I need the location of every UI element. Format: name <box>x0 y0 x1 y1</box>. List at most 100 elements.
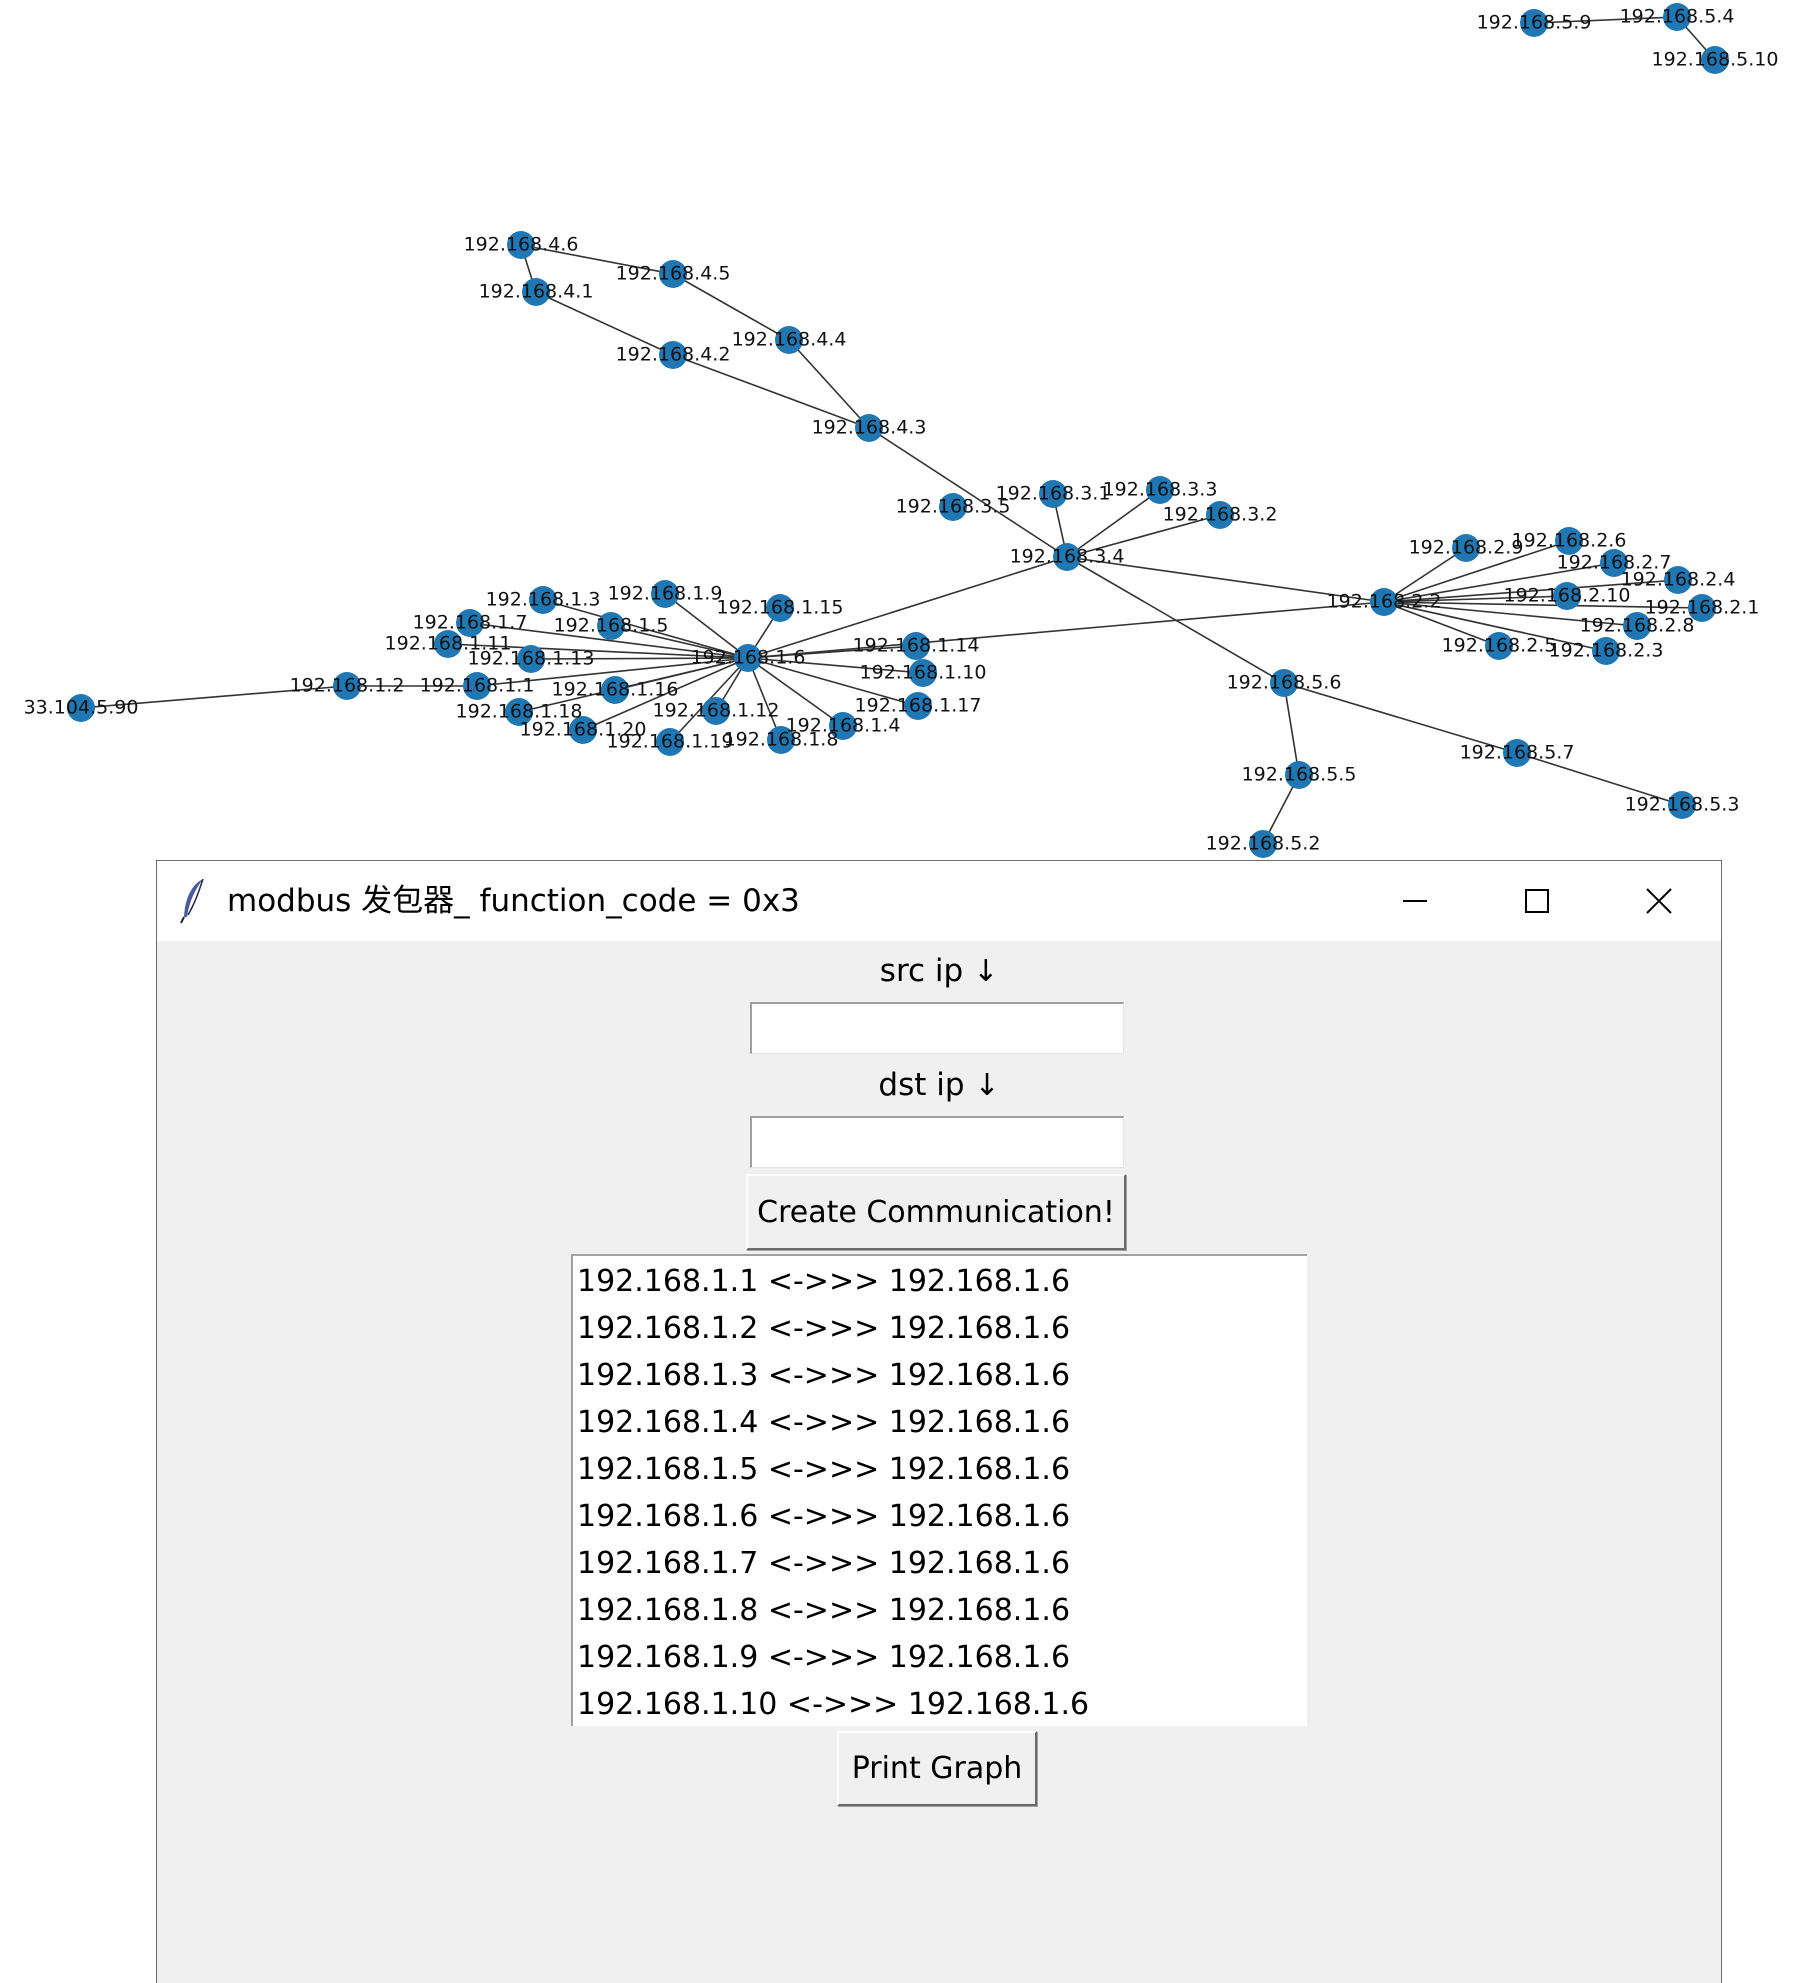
graph-node <box>569 716 597 744</box>
maximize-button[interactable] <box>1476 861 1598 941</box>
list-item[interactable]: 192.168.1.5 <->>> 192.168.1.6 <box>577 1452 1071 1487</box>
graph-node <box>529 586 557 614</box>
graph-node-label: 192.168.2.4 <box>1621 569 1736 591</box>
graph-node <box>1592 637 1620 665</box>
graph-node-label: 192.168.1.3 <box>486 589 601 611</box>
graph-node <box>434 630 462 658</box>
dst-ip-label: dst ip ↓ <box>157 1067 1721 1103</box>
graph-edge <box>1383 601 1703 609</box>
list-item[interactable]: 192.168.1.7 <->>> 192.168.1.6 <box>577 1546 1071 1581</box>
print-graph-button[interactable]: Print Graph <box>837 1731 1037 1806</box>
graph-edge <box>535 291 674 356</box>
graph-node <box>1668 791 1696 819</box>
graph-node <box>775 326 803 354</box>
graph-node <box>1485 632 1513 660</box>
title-bar[interactable]: modbus 发包器_ function_code = 0x3 <box>157 861 1721 941</box>
graph-node <box>702 697 730 725</box>
feather-icon <box>180 878 204 924</box>
close-button[interactable] <box>1598 861 1720 941</box>
graph-edge <box>469 622 749 659</box>
graph-edge <box>1383 547 1467 603</box>
src-ip-input[interactable] <box>750 1002 1124 1054</box>
graph-node-label: 192.168.3.1 <box>996 483 1111 505</box>
graph-node <box>1663 3 1691 31</box>
create-communication-button[interactable]: Create Communication! <box>746 1174 1126 1250</box>
graph-nodes: 192.168.5.9 192.168.5.4 192.168.5.10 192.16… <box>24 3 1778 858</box>
graph-node-label: 192.168.5.2 <box>1206 833 1321 855</box>
list-item[interactable]: 192.168.1.1 <->>> 192.168.1.6 <box>577 1264 1071 1299</box>
graph-node <box>829 712 857 740</box>
graph-node-label: 192.168.1.13 <box>468 648 595 670</box>
graph-node <box>1270 669 1298 697</box>
graph-node <box>1249 830 1277 858</box>
minimize-button[interactable] <box>1354 861 1476 941</box>
graph-node-label: 192.168.5.3 <box>1625 794 1740 816</box>
graph-edge <box>447 643 749 659</box>
list-item[interactable]: 192.168.1.10 <->>> 192.168.1.6 <box>577 1687 1090 1722</box>
graph-edge <box>1383 540 1570 603</box>
graph-edge <box>476 657 749 687</box>
graph-node <box>1623 612 1651 640</box>
graph-edge <box>672 273 790 341</box>
graph-node-label: 192.168.1.7 <box>413 612 528 634</box>
graph-node-label: 192.168.1.10 <box>860 662 987 684</box>
dst-ip-input[interactable] <box>750 1116 1124 1168</box>
graph-edge <box>747 645 917 659</box>
graph-node <box>651 580 679 608</box>
graph-edge <box>1283 682 1518 754</box>
graph-edge <box>664 593 749 659</box>
graph-edge <box>868 427 1068 558</box>
graph-node <box>1285 761 1313 789</box>
graph-node-label: 192.168.1.9 <box>608 583 723 605</box>
graph-node-label: 192.168.4.4 <box>732 329 847 351</box>
graph-node <box>463 672 491 700</box>
graph-node-label: 192.168.1.8 <box>724 729 839 751</box>
graph-node-label: 192.168.3.5 <box>896 496 1011 518</box>
graph-edge <box>747 601 1385 659</box>
graph-node <box>659 341 687 369</box>
graph-node <box>507 231 535 259</box>
graph-node <box>1555 527 1583 555</box>
graph-node-label: 192.168.4.3 <box>812 417 927 439</box>
dst-ip-label-text: dst ip <box>878 1067 965 1103</box>
graph-node-label: 192.168.1.15 <box>717 597 844 619</box>
list-item[interactable]: 192.168.1.8 <->>> 192.168.1.6 <box>577 1593 1071 1628</box>
graph-node <box>597 612 625 640</box>
graph-node <box>939 493 967 521</box>
graph-node-label: 192.168.2.5 <box>1442 635 1557 657</box>
graph-node-label: 192.168.5.5 <box>1242 764 1357 786</box>
graph-node <box>333 672 361 700</box>
list-item[interactable]: 192.168.1.2 <->>> 192.168.1.6 <box>577 1311 1071 1346</box>
graph-node-label: 192.168.3.2 <box>1163 504 1278 526</box>
list-item[interactable]: 192.168.1.4 <->>> 192.168.1.6 <box>577 1405 1071 1440</box>
graph-node-label: 192.168.1.1 <box>420 675 535 697</box>
graph-node-label: 192.168.3.4 <box>1010 546 1125 568</box>
graph-edge <box>1383 601 1607 652</box>
graph-node <box>67 694 95 722</box>
network-graph: 192.168.5.9 192.168.5.4 192.168.5.10 192.16… <box>24 3 1778 858</box>
graph-node-label: 192.168.1.14 <box>853 635 980 657</box>
graph-node <box>1688 594 1716 622</box>
communication-listbox[interactable]: 192.168.1.1 <->>> 192.168.1.6 192.168.1.2… <box>571 1254 1307 1726</box>
graph-edge <box>1283 682 1300 776</box>
graph-node <box>1701 46 1729 74</box>
list-item[interactable]: 192.168.1.6 <->>> 192.168.1.6 <box>577 1499 1071 1534</box>
list-item[interactable]: 192.168.1.9 <->>> 192.168.1.6 <box>577 1640 1071 1675</box>
graph-node <box>766 594 794 622</box>
graph-node <box>505 698 533 726</box>
graph-edge <box>520 244 674 275</box>
list-item[interactable]: 192.168.1.3 <->>> 192.168.1.6 <box>577 1358 1071 1393</box>
graph-edge <box>747 657 924 674</box>
graph-node-label: 192.168.1.16 <box>552 679 679 701</box>
graph-node <box>601 676 629 704</box>
graph-node-label: 33.104.5.90 <box>24 697 139 719</box>
graph-node-label: 192.168.5.9 <box>1477 12 1592 34</box>
graph-node <box>1520 9 1548 37</box>
graph-edge <box>1383 562 1615 603</box>
graph-node <box>1370 588 1398 616</box>
down-arrow-icon: ↓ <box>973 954 999 989</box>
graph-node-label: 192.168.5.7 <box>1460 742 1575 764</box>
maximize-icon <box>1525 889 1549 913</box>
graph-node-label: 192.168.1.12 <box>653 700 780 722</box>
graph-node <box>517 645 545 673</box>
